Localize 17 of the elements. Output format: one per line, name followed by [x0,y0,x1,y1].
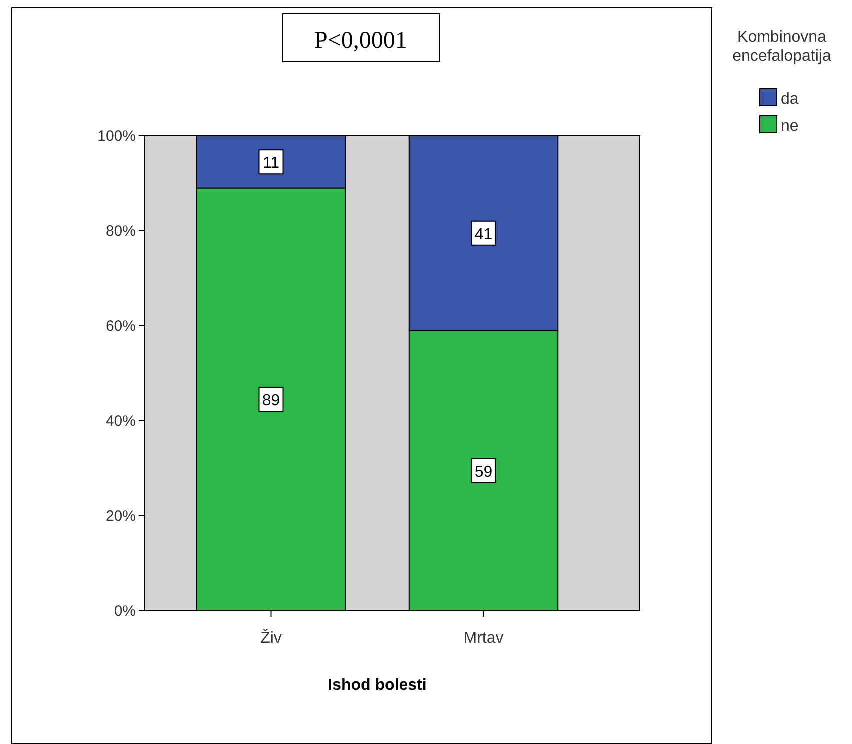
x-tick-label: Živ [260,629,282,647]
y-tick-label: 0% [114,603,136,620]
y-tick-label: 60% [106,318,136,335]
legend-title: Kombinovna encefalopatija [732,29,832,65]
data-label: 41 [474,226,493,244]
y-tick-label: 80% [106,223,136,240]
y-tick-label: 100% [98,128,136,145]
legend-label: da [781,91,799,108]
text: P<0,0001 [314,28,408,54]
y-tick-label: 20% [106,508,136,525]
y-tick-label: 40% [106,413,136,430]
data-label: 59 [474,464,493,481]
legend-label: ne [781,118,799,135]
x-axis-title: Ishod bolesti [328,677,427,694]
data-label: 11 [262,155,280,172]
data-label: 89 [262,392,280,410]
x-tick-label: Mrtav [464,630,504,647]
